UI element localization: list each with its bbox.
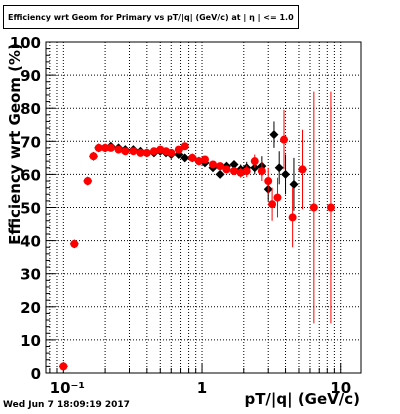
y-tick-label: 0 bbox=[31, 365, 41, 383]
x-tick-label: 10 bbox=[330, 379, 351, 397]
y-tick-label: 100 bbox=[10, 34, 41, 52]
x-tick-label: 1 bbox=[197, 379, 207, 397]
data-point-red bbox=[121, 147, 130, 156]
data-point-red bbox=[149, 147, 158, 156]
data-point-red bbox=[194, 157, 203, 166]
data-point-black bbox=[274, 163, 284, 173]
data-point-red bbox=[70, 239, 79, 248]
data-point-red bbox=[216, 162, 225, 171]
data-point-red bbox=[288, 213, 297, 222]
data-point-red bbox=[268, 200, 277, 209]
data-point-red bbox=[280, 135, 289, 144]
plot-frame bbox=[45, 41, 362, 374]
data-point-red bbox=[273, 193, 282, 202]
data-point-red bbox=[257, 167, 266, 176]
y-tick-label: 40 bbox=[20, 233, 41, 251]
data-point-black bbox=[289, 179, 299, 189]
data-point-red bbox=[298, 165, 307, 174]
axis-ticks: 0 10 20 30 40 50 60 70 80 90 100 10⁻¹ 1 10 bbox=[10, 34, 351, 397]
y-tick-label: 90 bbox=[20, 67, 41, 85]
data-point-red bbox=[180, 142, 189, 151]
data-point-red bbox=[309, 203, 318, 212]
data-point-red bbox=[106, 143, 115, 152]
y-tick-label: 30 bbox=[20, 266, 41, 284]
data-point-red bbox=[101, 143, 110, 152]
x-axis-label: pT/|q| (GeV/c) bbox=[244, 390, 360, 408]
data-series bbox=[58, 91, 335, 371]
data-point-black bbox=[215, 169, 225, 179]
data-point-red bbox=[59, 362, 68, 371]
data-point-red bbox=[114, 145, 123, 154]
data-point-red bbox=[174, 145, 183, 154]
data-point-red bbox=[188, 153, 197, 162]
x-tick-label: 10⁻¹ bbox=[50, 379, 85, 397]
data-point-red bbox=[200, 155, 209, 164]
data-point-red bbox=[229, 167, 238, 176]
data-point-red bbox=[236, 168, 245, 177]
y-tick-label: 80 bbox=[20, 100, 41, 118]
data-point-red bbox=[94, 143, 103, 152]
y-tick-label: 10 bbox=[20, 332, 41, 350]
y-tick-label: 60 bbox=[20, 166, 41, 184]
chart-title: Efficiency wrt Geom for Primary vs pT/|q… bbox=[3, 5, 299, 29]
y-tick-label: 70 bbox=[20, 133, 41, 151]
y-tick-label: 50 bbox=[20, 200, 41, 218]
data-point-black bbox=[269, 130, 279, 140]
data-point-red bbox=[250, 157, 259, 166]
data-point-red bbox=[264, 177, 273, 186]
data-point-red bbox=[89, 152, 98, 161]
y-axis-label: Efficiency wrt Geom (%) bbox=[6, 43, 24, 245]
data-point-red bbox=[129, 147, 138, 156]
data-point-red bbox=[83, 177, 92, 186]
data-point-red bbox=[242, 167, 251, 176]
data-point-red bbox=[326, 203, 335, 212]
data-point-black bbox=[281, 169, 291, 179]
data-point-red bbox=[142, 148, 151, 157]
data-point-red bbox=[136, 148, 145, 157]
data-point-black bbox=[180, 153, 190, 163]
timestamp: Wed Jun 7 18:09:19 2017 bbox=[3, 400, 130, 410]
data-point-red bbox=[209, 160, 218, 169]
data-point-red bbox=[167, 148, 176, 157]
data-point-black bbox=[229, 159, 239, 169]
data-point-red bbox=[222, 165, 231, 174]
y-tick-label: 20 bbox=[20, 299, 41, 317]
